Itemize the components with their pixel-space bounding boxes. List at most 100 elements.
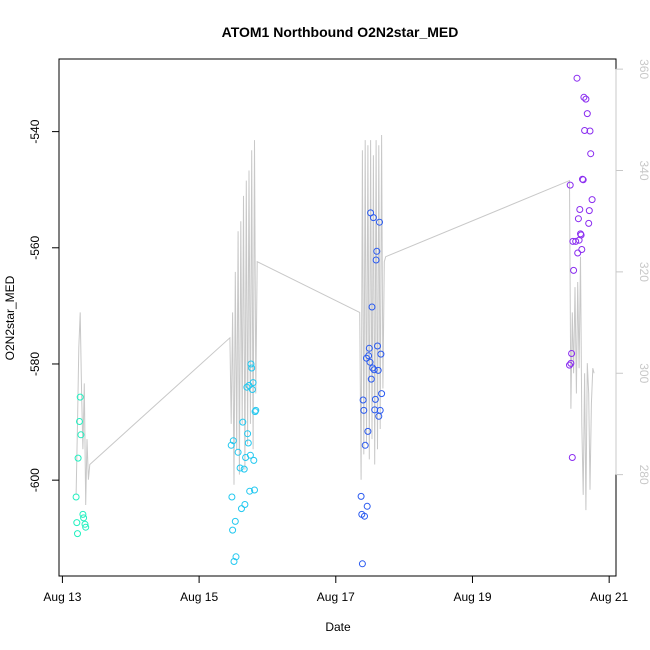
data-point [79,510,87,518]
data-point [360,406,368,414]
data-point [566,181,574,189]
data-point [82,523,90,531]
data-point [76,418,83,425]
data-point [81,520,89,528]
data-point [228,493,236,501]
data-point [574,249,582,257]
data-point [77,431,85,439]
data-point [370,366,378,374]
data-point [376,218,383,226]
secondary-line [75,134,595,511]
data-point [241,501,249,508]
data-point [236,464,244,472]
data-point [371,395,379,403]
y2-tick-label: 320 [637,262,650,282]
data-point [376,406,384,414]
data-point [364,427,372,435]
data-point [73,519,81,527]
x-tick-label: Aug 15 [180,590,218,604]
data-point [365,352,373,360]
data-point [586,127,594,135]
y-tick-label: -580 [28,352,42,376]
data-point [72,493,80,501]
data-point [566,361,573,369]
chart-title: ATOM1 Northbound O2N2star_MED [222,24,459,40]
data-point [374,342,381,350]
data-point [249,379,257,387]
data-point [573,74,581,82]
data-point [358,560,366,568]
data-point [231,517,239,525]
data-point [229,437,237,445]
data-point [580,93,588,101]
scatter-points [72,74,596,568]
x-tick-label: Aug 19 [453,590,491,604]
data-point [74,530,81,538]
data-point [574,215,582,223]
data-point [579,176,587,184]
data-point [240,465,248,473]
y-axis-right: 280 300 320 340 360 [615,59,650,485]
data-point [251,486,258,494]
data-point [76,393,84,401]
data-point [248,386,256,393]
data-point [361,512,368,520]
data-point [363,502,371,510]
y-axis-left: -540 -560 -580 -600 [28,119,60,492]
data-point [232,553,240,561]
data-point [365,344,373,352]
data-point [583,110,591,118]
x-tick-label: Aug 17 [317,590,355,604]
x-tick-label: Aug 21 [590,590,628,604]
y-tick-label: -600 [28,468,42,492]
data-point [588,196,596,204]
x-axis: Aug 13 Aug 15 Aug 17 Aug 19 Aug 21 [43,575,629,604]
data-point [80,514,88,522]
data-point [577,231,585,239]
data-point [359,396,367,404]
data-point [239,418,247,426]
data-point [251,408,259,416]
data-point [581,127,589,134]
data-point [582,95,590,103]
data-point [372,256,380,264]
data-point [377,350,385,358]
secondary-line-layer [75,134,595,511]
plot-area [58,58,617,577]
data-point [246,487,254,495]
data-point [587,150,595,158]
data-point [367,375,375,383]
data-point [378,390,386,398]
data-point [375,412,383,420]
data-point [567,359,575,367]
data-point [238,505,245,513]
data-point [568,454,576,461]
data-point [229,526,237,534]
y-tick-label: -560 [28,235,42,259]
data-point [374,366,382,374]
data-point [585,207,593,215]
data-point [366,358,374,366]
data-point [578,246,586,253]
data-point [579,175,586,183]
data-point [368,303,376,311]
data-point [585,219,593,227]
data-point [244,430,252,438]
x-tick-label: Aug 13 [43,590,81,604]
y2-tick-label: 300 [637,363,650,383]
data-point [250,456,258,464]
data-point [361,441,369,449]
data-point [576,206,584,213]
data-point [248,364,256,372]
data-point [357,492,365,500]
y-tick-label: -540 [28,119,42,143]
data-point [252,406,260,414]
data-point [74,454,82,462]
data-point [369,214,377,222]
y-axis-label: O2N2star_MED [3,275,17,360]
data-point [234,448,242,456]
data-point [572,237,580,245]
x-axis-label: Date [325,620,351,634]
data-point [244,439,252,447]
data-point [570,266,578,274]
